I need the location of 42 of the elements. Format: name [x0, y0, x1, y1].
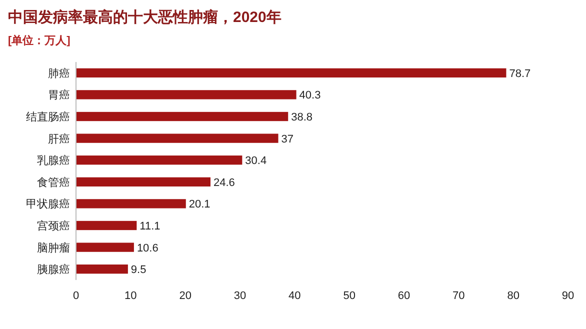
- x-tick-label: 20: [179, 290, 192, 302]
- data-label: 11.1: [140, 220, 160, 232]
- data-label: 20.1: [188, 198, 210, 211]
- bar: [76, 134, 278, 143]
- data-label: 24.6: [213, 176, 235, 189]
- y-tick-label: 肝癌: [48, 132, 70, 146]
- bar: [76, 199, 186, 208]
- chart-subtitle: [单位：万人]: [8, 34, 71, 47]
- data-label: 78.7: [509, 68, 531, 80]
- x-tick-label: 60: [398, 290, 410, 302]
- bar: [76, 156, 242, 165]
- data-label: 37: [281, 133, 294, 146]
- y-tick-label: 甲状腺癌: [26, 198, 70, 211]
- data-label: 10.6: [136, 242, 158, 254]
- bar: [76, 112, 288, 122]
- y-tick-label: 胃癌: [48, 88, 70, 102]
- chart-title: 中国发病率最高的十大恶性肿瘤，2020年: [8, 8, 282, 26]
- x-tick-label: 40: [288, 290, 301, 302]
- x-tick-label: 50: [343, 290, 356, 302]
- y-tick-label: 结直肠癌: [26, 110, 70, 124]
- bar: [76, 242, 134, 252]
- x-tick-label: 0: [72, 290, 80, 302]
- data-label: 30.4: [245, 155, 267, 168]
- x-tick-label: 70: [452, 290, 465, 302]
- bar: [76, 220, 137, 230]
- data-label: 40.3: [299, 90, 321, 102]
- x-tick-label: 80: [507, 290, 520, 302]
- x-tick-label: 10: [124, 290, 137, 302]
- y-tick-label: 肺癌: [48, 66, 70, 80]
- x-tick-label: 90: [562, 290, 574, 302]
- data-label: 38.8: [291, 112, 313, 124]
- bar: [76, 68, 506, 78]
- y-tick-label: 宫颈癌: [37, 220, 70, 232]
- data-label: 9.5: [130, 264, 146, 276]
- y-tick-label: 脑肿瘤: [37, 241, 70, 254]
- bar: [76, 90, 296, 100]
- y-tick-label: 食管癌: [37, 176, 70, 189]
- y-tick-label: 胰腺癌: [37, 263, 70, 276]
- x-tick-label: 30: [234, 290, 246, 302]
- y-tick-label: 乳腺癌: [37, 154, 70, 168]
- bar: [76, 177, 210, 186]
- bar: [76, 264, 128, 274]
